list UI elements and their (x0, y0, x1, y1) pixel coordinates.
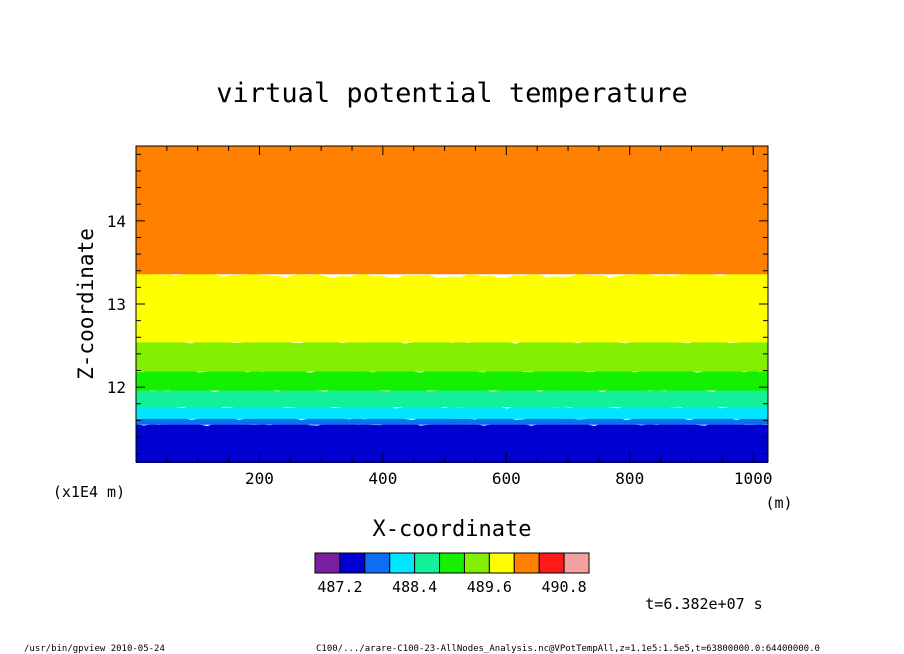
contour-band-4 (136, 387, 768, 408)
chart-title: virtual potential temperature (216, 78, 687, 109)
x-tick-label: 1000 (734, 469, 773, 488)
x-tick-label: 200 (245, 469, 274, 488)
colorbar-label: 490.8 (542, 578, 587, 596)
colorbar-label: 487.2 (317, 578, 362, 596)
colorbar-swatch-9 (513, 552, 540, 574)
colorbar-swatch-4 (389, 552, 416, 574)
x-tick-label: 400 (368, 469, 397, 488)
x-tick-label: 600 (492, 469, 521, 488)
contour-band-3 (136, 404, 768, 419)
colorbar: 487.2 488.4 489.6 490.8 (314, 552, 590, 596)
y-axis-label: Z-coordinate (74, 228, 98, 380)
colorbar-swatch-10 (538, 552, 565, 574)
plot-area: 200 400 600 800 1000 12 13 14 (107, 145, 773, 488)
footer-right: C100/.../arare-C100-23-AllNodes_Analysis… (316, 644, 820, 654)
footer-left: /usr/bin/gpview 2010-05-24 (24, 644, 165, 654)
contour-band-5 (136, 368, 768, 391)
colorbar-swatch-6 (439, 552, 465, 574)
colorbar-label: 489.6 (467, 578, 512, 596)
contour-band-6 (136, 339, 768, 372)
colorbar-swatch-8 (488, 552, 515, 574)
colorbar-swatch-5 (414, 552, 441, 574)
contour-band-1 (136, 421, 768, 463)
contour-band-7 (136, 271, 768, 343)
contour-band-8 (136, 146, 768, 275)
colorbar-label: 488.4 (392, 578, 437, 596)
y-scale-note: (x1E4 m) (53, 483, 125, 501)
time-label: t=6.382e+07 s (645, 595, 762, 613)
colorbar-swatch-11 (563, 552, 590, 574)
x-unit-label: (m) (765, 494, 792, 512)
colorbar-swatch-7 (463, 552, 490, 574)
colorbar-swatch-2 (339, 552, 366, 574)
x-axis-label: X-coordinate (373, 517, 532, 542)
colorbar-swatch-1 (314, 552, 341, 574)
y-tick-label: 14 (107, 212, 126, 231)
y-tick-label: 12 (107, 378, 126, 397)
y-tick-label: 13 (107, 295, 126, 314)
x-tick-label: 800 (615, 469, 644, 488)
colorbar-swatch-3 (364, 552, 391, 574)
